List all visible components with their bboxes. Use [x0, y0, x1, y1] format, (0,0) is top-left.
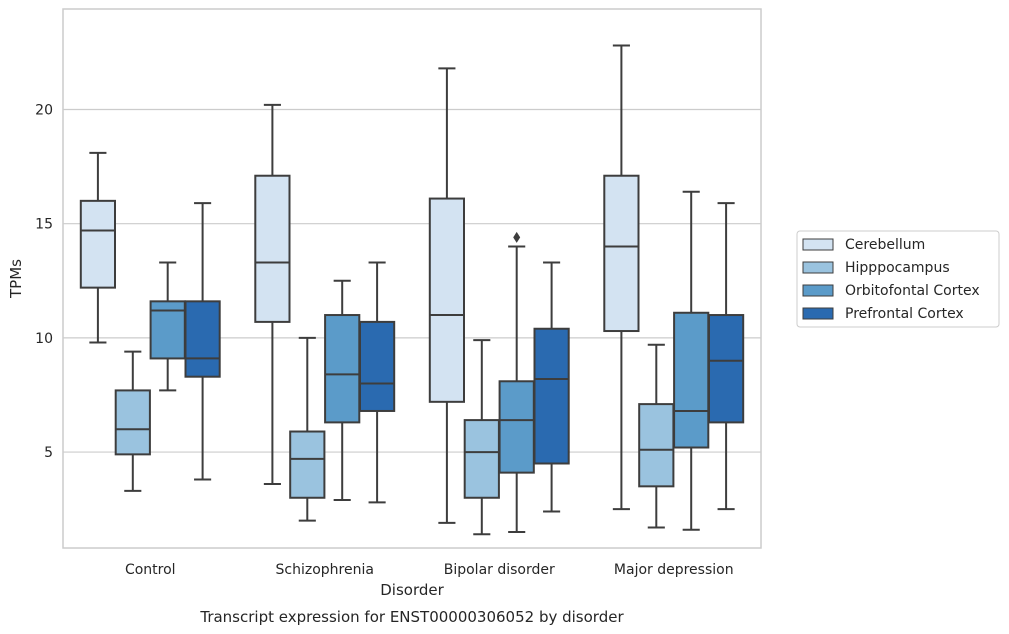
x-tick-label: Control — [125, 562, 176, 578]
legend-item: Cerebellum — [802, 237, 925, 253]
y-axis-label: TPMs — [7, 259, 25, 299]
x-axis: Control Schizophrenia Bipolar disorder Majo… — [125, 562, 734, 578]
box-3-4 — [673, 190, 710, 531]
legend-swatch — [802, 261, 834, 274]
legend-swatch — [802, 284, 834, 297]
legend-label: Cerebellum — [845, 237, 925, 253]
box-iqr — [603, 174, 640, 333]
box-3-1 — [149, 261, 186, 392]
x-tick-label: Schizophrenia — [276, 562, 374, 578]
outlier-point — [513, 231, 521, 243]
box-iqr — [324, 314, 361, 424]
box-plot-area — [79, 44, 745, 536]
box-1-3 — [428, 67, 466, 524]
y-tick-label: 10 — [35, 331, 53, 347]
box-iqr — [289, 430, 326, 499]
box-2-3 — [463, 339, 500, 536]
box-4-3 — [533, 261, 570, 513]
box-3-3 — [498, 231, 535, 534]
legend-frame — [796, 230, 1000, 328]
legend-item: Orbitofontal Cortex — [802, 283, 980, 299]
box-iqr — [358, 320, 396, 412]
box-iqr — [707, 314, 745, 424]
y-tick-label: 20 — [35, 102, 53, 118]
box-2-1 — [114, 350, 151, 492]
x-axis-label: Disorder — [380, 581, 444, 599]
legend-label: Orbitofontal Cortex — [845, 283, 980, 299]
y-axis: 5 10 15 20 — [35, 102, 53, 461]
legend-label: Prefrontal Cortex — [845, 306, 964, 322]
box-iqr — [498, 380, 535, 474]
legend-item: Hipppocampus — [802, 260, 950, 276]
x-tick-label: Bipolar disorder — [444, 562, 555, 578]
box-1-2 — [254, 103, 291, 486]
legend-swatch — [802, 238, 834, 251]
y-tick-label: 5 — [44, 445, 53, 461]
legend-swatch — [802, 307, 834, 320]
legend: Cerebellum Hipppocampus Orbitofontal Corte… — [796, 230, 1000, 328]
box-iqr — [533, 327, 570, 465]
box-2-4 — [638, 343, 675, 529]
box-iqr — [428, 197, 466, 403]
box-iqr — [254, 174, 291, 323]
y-tick-label: 15 — [35, 217, 53, 233]
plot-frame — [62, 8, 762, 549]
box-4-2 — [358, 261, 396, 504]
legend-label: Hipppocampus — [845, 260, 950, 276]
box-iqr — [463, 419, 500, 499]
x-tick-label: Major depression — [614, 562, 734, 578]
box-4-4 — [707, 202, 745, 511]
chart-caption: Transcript expression for ENST0000030605… — [199, 608, 624, 626]
box-iqr — [114, 389, 151, 456]
box-iqr — [673, 311, 710, 449]
box-3-2 — [324, 279, 361, 502]
legend-item: Prefrontal Cortex — [802, 306, 964, 322]
box-iqr — [79, 199, 117, 289]
box-1-4 — [603, 44, 640, 511]
box-4-1 — [184, 202, 221, 481]
box-2-2 — [289, 336, 326, 522]
box-iqr — [184, 300, 221, 378]
box-iqr — [638, 403, 675, 488]
box-1-1 — [79, 151, 117, 344]
